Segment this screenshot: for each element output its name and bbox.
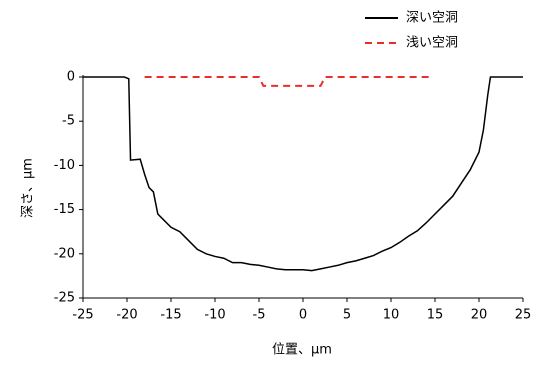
- y-tick-label: -10: [54, 158, 75, 173]
- y-tick-label: -5: [62, 114, 75, 129]
- x-tick-label: 10: [383, 308, 400, 323]
- x-tick-label: 0: [299, 308, 307, 323]
- x-tick-label: 25: [515, 308, 532, 323]
- y-tick-label: -20: [54, 246, 75, 261]
- series-line: [144, 76, 431, 87]
- x-tick-label: -10: [204, 308, 225, 323]
- x-tick-label: -25: [72, 308, 93, 323]
- x-tick-label: -5: [253, 308, 266, 323]
- y-tick-label: -25: [54, 291, 75, 306]
- x-axis-label: 位置、μm: [272, 343, 332, 358]
- x-tick-label: 5: [343, 308, 351, 323]
- legend-label: 浅い空洞: [406, 36, 458, 51]
- x-tick-label: -20: [116, 308, 137, 323]
- x-tick-label: 20: [471, 308, 488, 323]
- series-line: [83, 76, 523, 272]
- x-tick-label: 15: [427, 308, 444, 323]
- y-tick-label: 0: [67, 70, 75, 85]
- y-tick-label: -15: [54, 202, 75, 217]
- x-tick-label: -15: [160, 308, 181, 323]
- legend-label: 深い空洞: [406, 11, 458, 26]
- y-axis-label: 深さ、μm: [21, 158, 36, 218]
